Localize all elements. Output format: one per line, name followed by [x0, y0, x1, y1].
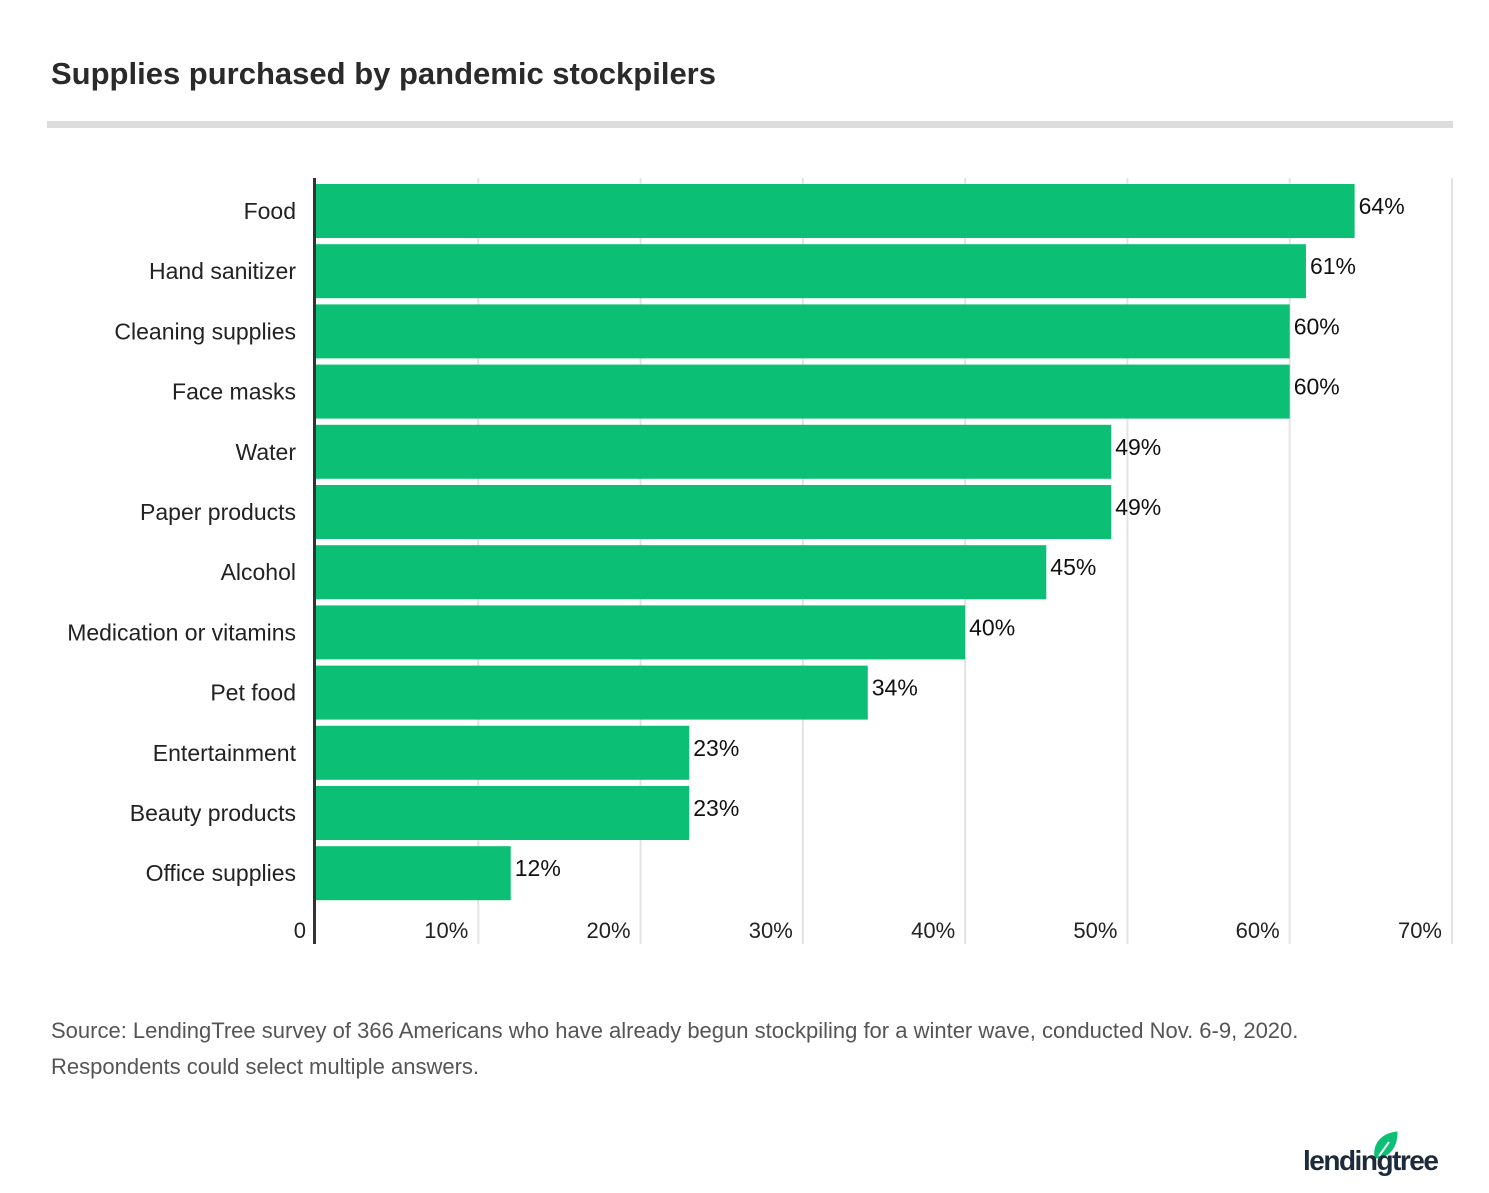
category-label: Office supplies	[146, 860, 296, 886]
bar	[316, 304, 1290, 359]
data-label: 34%	[872, 675, 918, 701]
category-label: Water	[236, 439, 297, 465]
bar	[316, 485, 1112, 539]
bar	[316, 364, 1290, 419]
x-tick-label: 0	[294, 918, 306, 943]
category-label: Pet food	[210, 680, 296, 706]
x-tick-label: 40%	[911, 918, 955, 943]
bar	[316, 424, 1112, 479]
category-label: Medication or vitamins	[67, 619, 296, 645]
data-label: 49%	[1115, 494, 1161, 520]
bar	[316, 725, 690, 780]
data-label: 23%	[693, 735, 739, 761]
bar	[316, 545, 1047, 600]
bar	[316, 184, 1355, 238]
data-label: 45%	[1050, 554, 1096, 580]
bar	[316, 786, 690, 840]
data-label: 60%	[1294, 313, 1340, 339]
data-label: 64%	[1359, 193, 1405, 219]
chart-title: Supplies purchased by pandemic stockpile…	[51, 56, 716, 91]
category-label: Cleaning supplies	[114, 318, 296, 344]
category-label: Hand sanitizer	[149, 258, 296, 284]
category-label: Entertainment	[153, 740, 297, 766]
x-tick-label: 10%	[424, 918, 468, 943]
category-label: Paper products	[140, 499, 296, 525]
category-label: Food	[244, 198, 296, 224]
bar	[316, 605, 966, 660]
x-tick-label: 70%	[1398, 918, 1442, 943]
category-label: Face masks	[172, 379, 296, 405]
source-line-2: Respondents could select multiple answer…	[51, 1054, 480, 1079]
data-label: 12%	[515, 855, 561, 881]
x-tick-label: 20%	[587, 918, 631, 943]
lendingtree-logo: lendingtree	[1303, 1131, 1440, 1176]
title-divider	[47, 121, 1453, 128]
source-note: Source: LendingTree survey of 366 Americ…	[51, 1013, 1298, 1085]
bar	[316, 244, 1306, 299]
bar	[316, 665, 868, 720]
x-tick-label: 60%	[1236, 918, 1280, 943]
data-label: 23%	[693, 795, 739, 821]
bar-chart: 0 10% 20% 30% 40% 50% 60% 70% Food 64% Hand saniti…	[67, 178, 1453, 944]
x-tick-label: 30%	[749, 918, 793, 943]
data-label: 61%	[1310, 253, 1356, 279]
source-line-1: Source: LendingTree survey of 366 Americ…	[51, 1018, 1299, 1043]
bar	[316, 846, 511, 901]
category-label: Beauty products	[130, 800, 296, 826]
category-label: Alcohol	[221, 559, 296, 585]
data-label: 49%	[1115, 434, 1161, 460]
data-label: 60%	[1294, 374, 1340, 400]
logo-text: lendingtree	[1303, 1145, 1438, 1176]
data-label: 40%	[969, 614, 1015, 640]
x-tick-label: 50%	[1073, 918, 1117, 943]
